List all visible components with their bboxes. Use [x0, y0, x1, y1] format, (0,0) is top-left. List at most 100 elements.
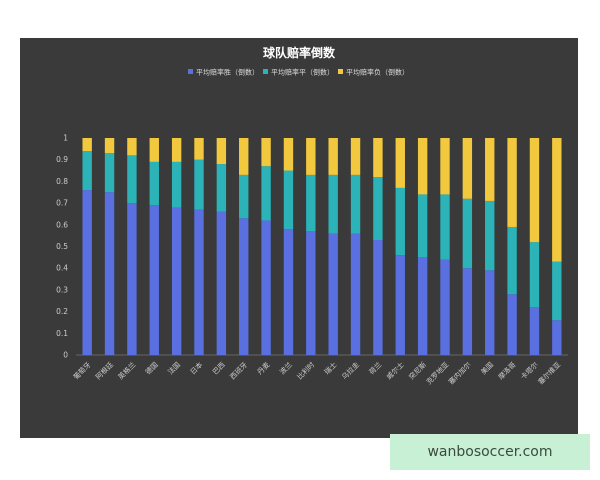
bar-0-7 — [239, 218, 249, 355]
x-tick-label-3: 德国 — [143, 360, 159, 376]
bar-1-21 — [552, 261, 562, 321]
bar-0-1 — [104, 192, 115, 355]
bar-1-7 — [239, 174, 249, 219]
y-tick-label-10: 1 — [63, 134, 68, 143]
bar-2-10 — [306, 138, 316, 175]
bar-1-18 — [485, 200, 495, 271]
bar-0-14 — [395, 255, 405, 355]
bar-2-3 — [149, 138, 159, 162]
bar-2-9 — [283, 138, 294, 171]
bar-0-11 — [328, 233, 338, 355]
x-tick-label-6: 巴西 — [211, 361, 227, 377]
y-tick-label-8: 0.8 — [56, 177, 68, 186]
bars — [82, 138, 562, 355]
x-tick-label-12: 乌拉圭 — [340, 360, 361, 381]
bar-1-15 — [417, 194, 428, 258]
legend-label-1: 平均赔率平（倒数） — [271, 68, 334, 77]
bar-0-2 — [127, 203, 137, 355]
bar-2-21 — [552, 138, 562, 262]
x-tick-label-4: 法国 — [166, 360, 182, 376]
bar-0-12 — [350, 233, 361, 355]
bar-0-3 — [149, 205, 159, 355]
bar-1-11 — [328, 174, 338, 234]
bar-0-13 — [373, 239, 383, 355]
y-tick-label-4: 0.4 — [56, 264, 68, 273]
bar-1-12 — [350, 174, 361, 234]
x-tick-label-18: 美国 — [479, 360, 495, 376]
y-tick-label-9: 0.9 — [56, 155, 68, 164]
y-tick-label-6: 0.6 — [56, 220, 68, 229]
bar-0-10 — [306, 231, 316, 355]
legend-label-2: 平均赔率负（倒数） — [346, 68, 409, 77]
x-tick-label-10: 比利时 — [295, 360, 316, 381]
bar-2-12 — [350, 138, 361, 175]
chart-title: 球队赔率倒数 — [263, 45, 336, 60]
bar-0-17 — [462, 268, 473, 355]
x-tick-label-9: 波兰 — [278, 360, 294, 376]
x-tick-label-1: 阿根廷 — [94, 360, 115, 381]
bar-2-5 — [194, 138, 204, 160]
bar-0-9 — [283, 229, 294, 355]
x-tick-label-0: 葡萄牙 — [71, 360, 92, 381]
bar-1-4 — [171, 161, 182, 208]
bar-1-14 — [395, 187, 405, 256]
bar-2-14 — [395, 138, 405, 188]
x-tick-label-15: 突尼斯 — [407, 360, 428, 381]
y-tick-label-3: 0.3 — [56, 285, 68, 294]
x-axis-labels: 葡萄牙 阿根廷 英格兰 德国 法国 日本 巴西 西班牙 丹麦 波兰 比利时 瑞士 乌拉圭 荷兰 威尔士 突尼斯… — [71, 360, 562, 386]
bar-0-4 — [171, 207, 182, 355]
bar-1-6 — [216, 164, 227, 212]
bar-1-3 — [149, 161, 159, 206]
bar-1-16 — [440, 194, 450, 260]
legend-swatch-1 — [263, 69, 268, 74]
bar-2-19 — [507, 138, 517, 227]
bar-2-17 — [462, 138, 473, 199]
bar-1-13 — [373, 177, 383, 240]
bar-2-20 — [529, 138, 540, 243]
bar-1-1 — [104, 153, 115, 193]
legend-label-0: 平均赔率胜（倒数） — [196, 68, 259, 77]
bar-2-16 — [440, 138, 450, 195]
bar-2-2 — [127, 138, 137, 156]
x-tick-label-14: 威尔士 — [384, 360, 405, 381]
y-tick-label-5: 0.5 — [56, 242, 68, 251]
bar-1-0 — [82, 151, 92, 191]
bar-2-11 — [328, 138, 338, 175]
bar-2-8 — [261, 138, 271, 167]
bar-0-21 — [552, 320, 562, 355]
bar-2-6 — [216, 138, 227, 165]
x-tick-label-21: 塞尔维亚 — [536, 360, 562, 386]
bar-2-0 — [82, 138, 92, 152]
x-tick-label-19: 摩洛哥 — [496, 360, 517, 381]
bar-1-19 — [507, 226, 517, 295]
bar-1-5 — [194, 159, 204, 210]
x-tick-label-7: 西班牙 — [228, 360, 249, 381]
bar-0-5 — [194, 209, 204, 355]
bar-0-8 — [261, 220, 271, 355]
bar-0-20 — [529, 307, 540, 355]
x-tick-label-20: 卡塔尔 — [519, 360, 540, 381]
x-tick-label-5: 日本 — [188, 360, 204, 376]
x-tick-label-11: 瑞士 — [322, 360, 338, 376]
bar-1-10 — [306, 174, 316, 232]
y-tick-label-7: 0.7 — [56, 199, 68, 208]
x-tick-label-8: 丹麦 — [255, 360, 271, 376]
bar-0-16 — [440, 259, 450, 355]
bar-0-0 — [82, 190, 92, 355]
bar-1-9 — [283, 170, 294, 230]
x-tick-label-2: 英格兰 — [116, 360, 137, 381]
bar-2-1 — [104, 138, 115, 154]
x-tick-label-17: 塞内加尔 — [447, 360, 473, 386]
legend-swatch-2 — [338, 69, 343, 74]
y-tick-label-0: 0 — [63, 351, 68, 360]
x-tick-label-16: 克罗地亚 — [424, 360, 450, 386]
bar-2-15 — [417, 138, 428, 195]
bar-0-6 — [216, 211, 227, 355]
chart-panel: 球队赔率倒数 平均赔率胜（倒数） 平均赔率平（倒数） 平均赔率负（倒数） 0 0.1 0… — [20, 38, 578, 438]
bar-2-7 — [239, 138, 249, 175]
bar-2-13 — [373, 138, 383, 178]
watermark: wanbosoccer.com — [390, 434, 590, 470]
bar-1-2 — [127, 155, 137, 204]
bar-1-8 — [261, 166, 271, 221]
bar-0-15 — [417, 257, 428, 355]
